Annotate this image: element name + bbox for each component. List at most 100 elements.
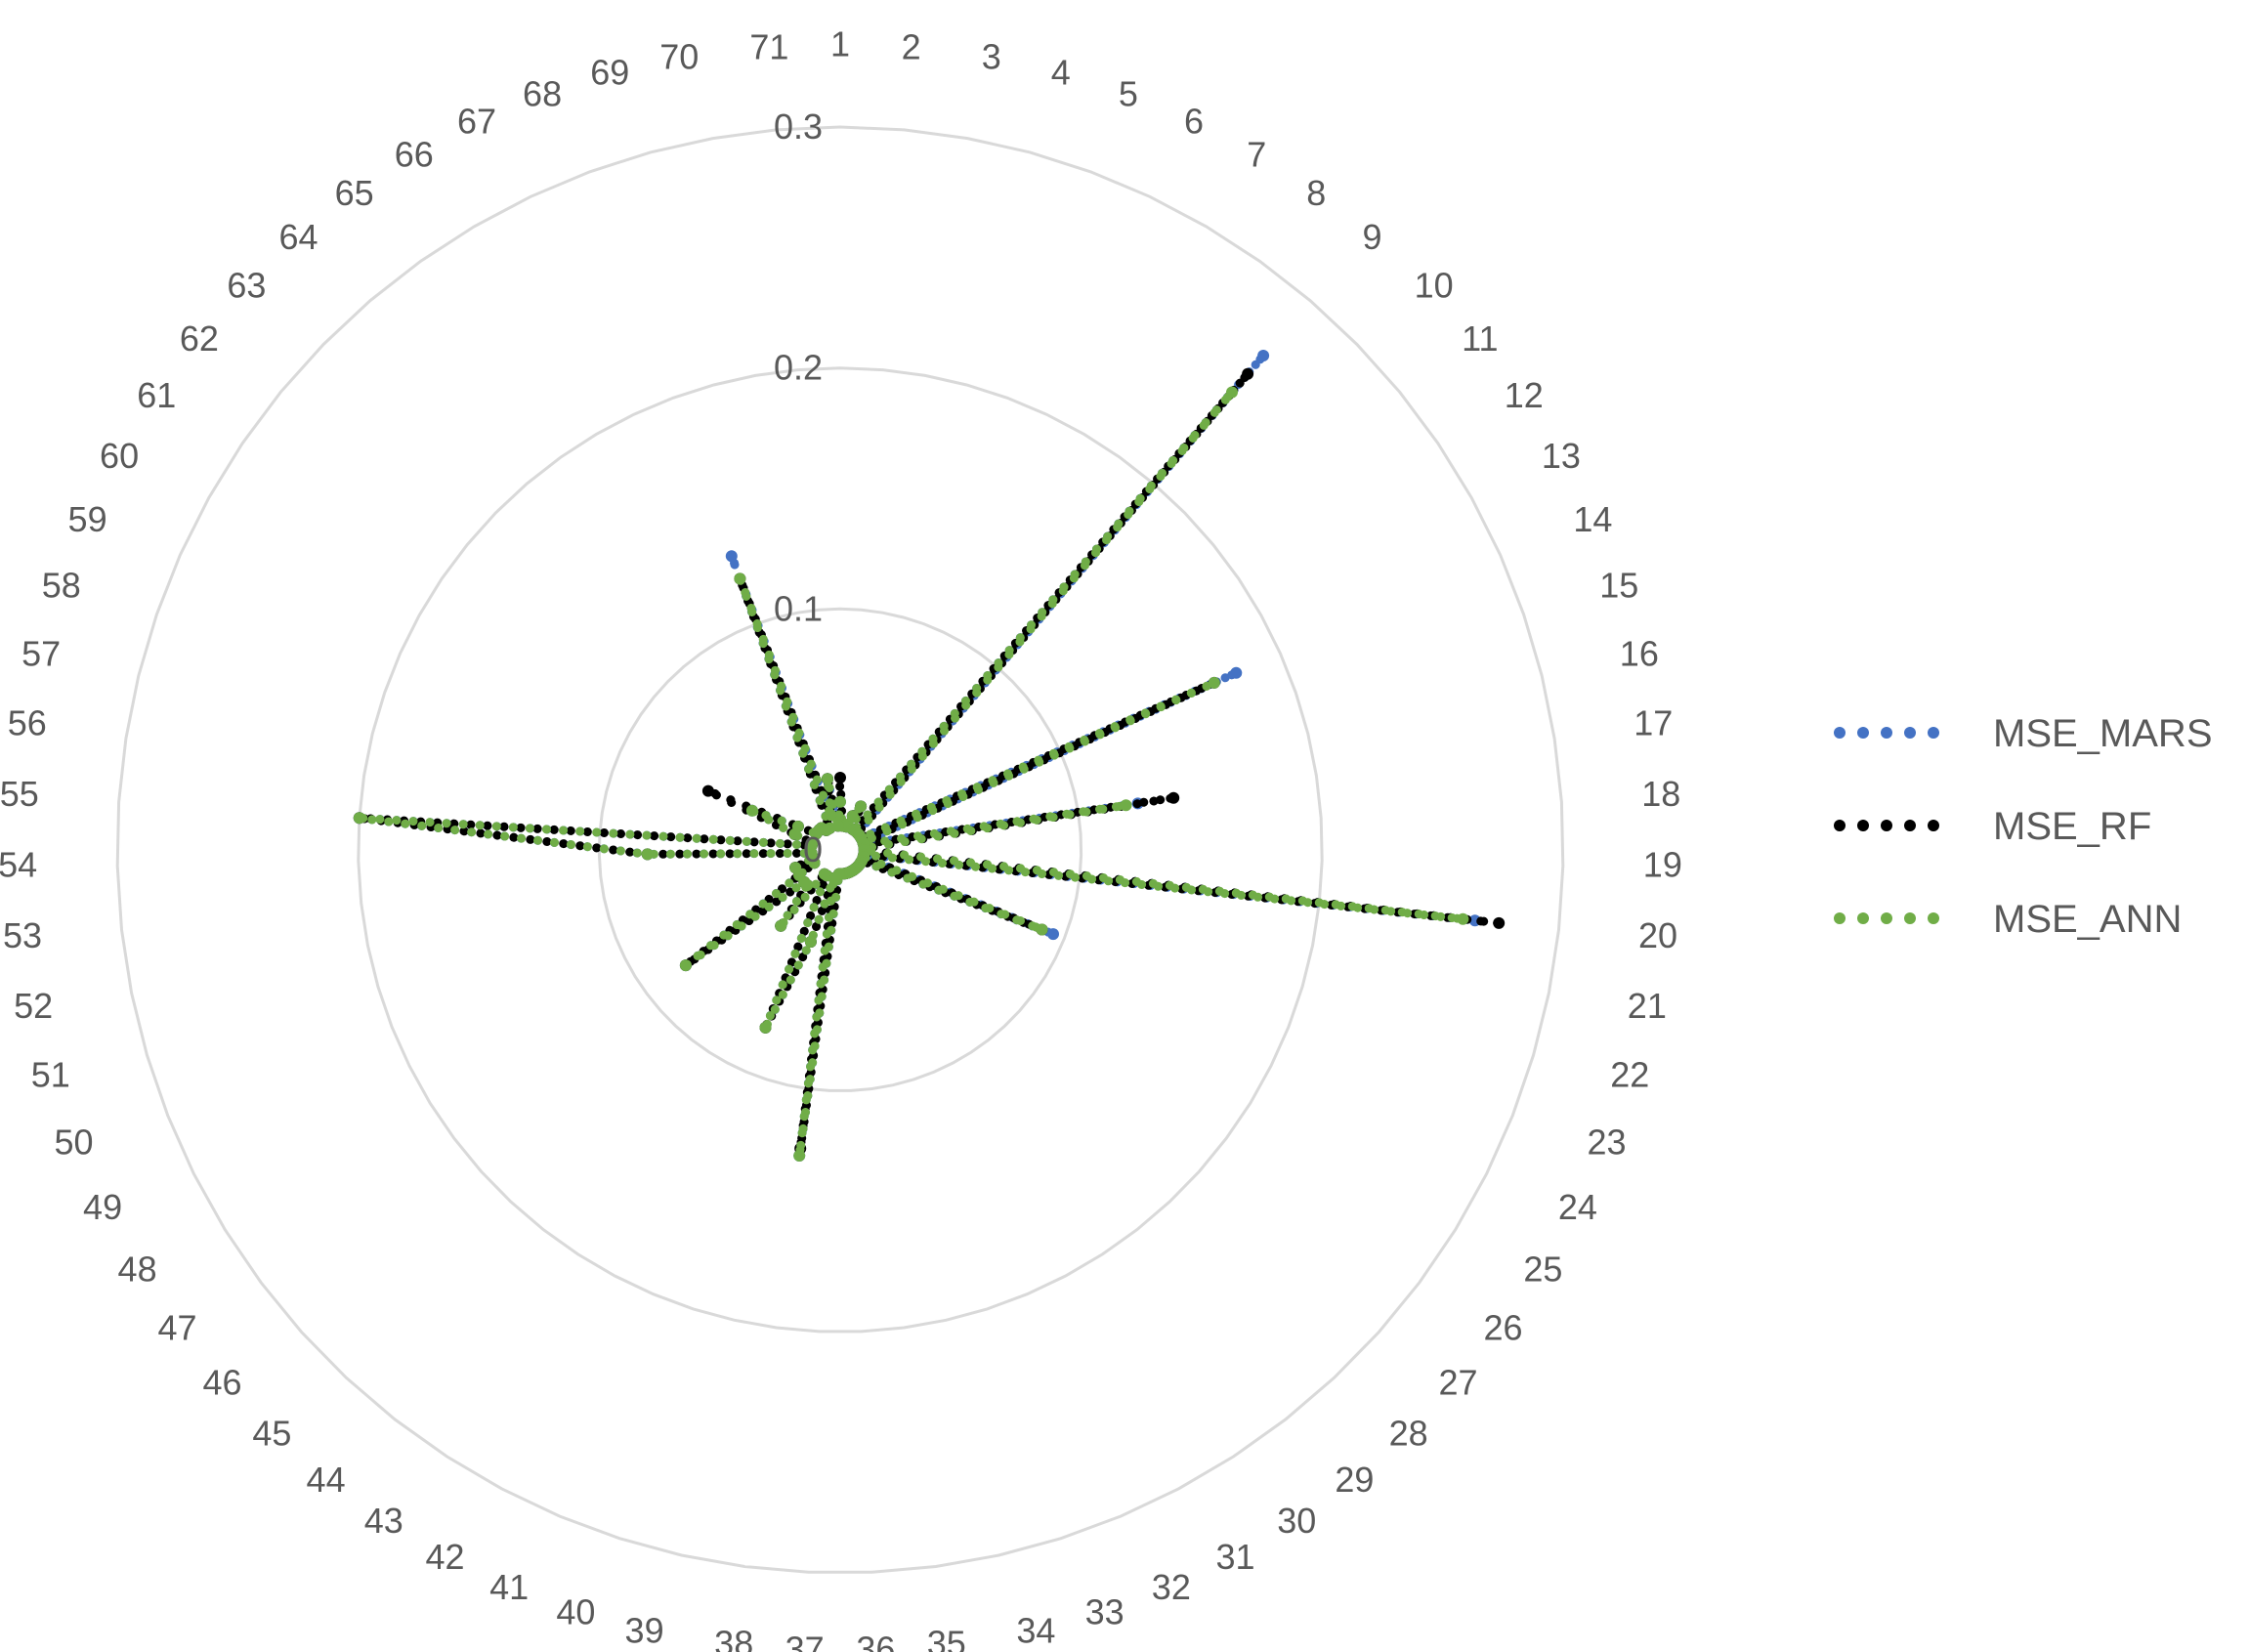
category-label: 48 — [118, 1249, 157, 1289]
category-label: 30 — [1277, 1501, 1316, 1541]
data-point — [353, 812, 365, 825]
category-label: 23 — [1588, 1122, 1627, 1162]
category-label: 54 — [0, 845, 37, 885]
category-label: 60 — [100, 436, 139, 476]
data-point — [1167, 791, 1180, 804]
grid-ring — [357, 366, 1324, 1334]
data-point — [745, 804, 758, 817]
category-label: 29 — [1335, 1460, 1374, 1500]
category-label: 64 — [278, 217, 318, 257]
category-label: 3 — [982, 36, 1001, 76]
data-point — [701, 784, 714, 797]
data-point — [1230, 666, 1243, 679]
category-label: 70 — [659, 36, 699, 76]
data-point — [1036, 923, 1048, 936]
category-label: 52 — [14, 986, 53, 1026]
category-label: 26 — [1484, 1307, 1523, 1347]
category-label: 9 — [1363, 217, 1382, 257]
series-mse-ann — [353, 386, 1469, 1162]
data-point — [793, 1150, 806, 1162]
legend-swatch-dot — [1904, 727, 1916, 739]
category-label: 44 — [307, 1460, 346, 1500]
category-label: 43 — [364, 1501, 403, 1541]
category-label: 41 — [489, 1567, 529, 1607]
category-label: 45 — [252, 1414, 291, 1454]
category-label: 6 — [1184, 102, 1204, 142]
category-label: 5 — [1119, 74, 1138, 114]
data-point — [831, 820, 844, 832]
data-point — [804, 936, 817, 948]
category-label: 13 — [1542, 436, 1581, 476]
radial-tick-label: 0.2 — [774, 348, 823, 388]
category-label: 14 — [1573, 499, 1612, 539]
category-label: 61 — [137, 375, 176, 415]
data-point — [834, 795, 846, 808]
category-label: 21 — [1628, 986, 1667, 1026]
legend-item: MSE_MARS — [1834, 712, 2213, 755]
data-point — [1257, 350, 1270, 361]
category-label: 69 — [590, 52, 629, 92]
category-label: 47 — [157, 1307, 196, 1347]
radial-tick-label: 0.3 — [774, 106, 823, 147]
category-label: 20 — [1638, 915, 1677, 955]
data-point — [834, 772, 846, 784]
grid-ring — [597, 607, 1083, 1092]
data-point — [734, 572, 746, 585]
data-point — [822, 773, 833, 785]
legend-item: MSE_RF — [1834, 805, 2151, 848]
legend-swatch-dot — [1881, 727, 1892, 739]
data-point — [1120, 799, 1132, 812]
radial-tick-label: 0 — [803, 829, 823, 869]
category-label: 71 — [749, 27, 788, 67]
category-label: 2 — [902, 27, 921, 67]
data-point — [855, 800, 868, 813]
category-label: 36 — [856, 1630, 895, 1652]
radial-tick-label: 0.1 — [774, 588, 823, 628]
legend: MSE_MARS MSE_RF MSE_ANN — [1834, 712, 2213, 941]
data-point — [1208, 676, 1220, 689]
category-label: 59 — [68, 499, 107, 539]
legend-label: MSE_ANN — [1993, 898, 2182, 941]
category-label: 1 — [830, 24, 850, 64]
category-label: 37 — [785, 1630, 825, 1652]
data-point — [759, 1021, 772, 1034]
category-label: 10 — [1415, 266, 1454, 306]
category-label: 58 — [42, 566, 81, 606]
category-label: 38 — [714, 1623, 753, 1652]
category-label: 15 — [1599, 566, 1638, 606]
category-label: 40 — [556, 1591, 595, 1631]
category-label: 62 — [180, 318, 219, 359]
category-label: 68 — [523, 74, 562, 114]
legend-swatch-dot — [1857, 820, 1869, 831]
category-label: 19 — [1643, 845, 1682, 885]
data-point — [725, 550, 738, 563]
category-label: 55 — [0, 774, 39, 814]
category-label: 32 — [1152, 1567, 1191, 1607]
data-point — [818, 868, 830, 880]
category-label: 8 — [1306, 173, 1326, 213]
category-label: 11 — [1462, 318, 1498, 359]
legend-swatch-dot — [1857, 912, 1869, 924]
data-point — [1242, 367, 1254, 380]
category-label: 34 — [1016, 1611, 1055, 1651]
category-label: 31 — [1216, 1537, 1255, 1577]
data-point — [641, 848, 654, 861]
category-label: 63 — [227, 266, 266, 306]
category-label: 49 — [83, 1187, 122, 1227]
category-label: 53 — [3, 915, 42, 955]
legend-swatch-dot — [1904, 912, 1916, 924]
category-label: 22 — [1610, 1055, 1649, 1095]
category-labels: 1 2 3 4567891011121314151617181920212223242… — [0, 24, 1682, 1652]
legend-swatch-dot — [1881, 820, 1892, 831]
radar-grid — [115, 125, 1565, 1574]
data-point — [1047, 928, 1059, 941]
category-label: 17 — [1634, 703, 1673, 743]
legend-swatch-dot — [1928, 912, 1939, 924]
data-point — [789, 862, 802, 874]
legend-swatch-dot — [1834, 820, 1846, 831]
data-point — [806, 836, 819, 849]
legend-swatch-dot — [1928, 820, 1939, 831]
category-label: 25 — [1523, 1249, 1562, 1289]
category-label: 24 — [1558, 1187, 1597, 1227]
